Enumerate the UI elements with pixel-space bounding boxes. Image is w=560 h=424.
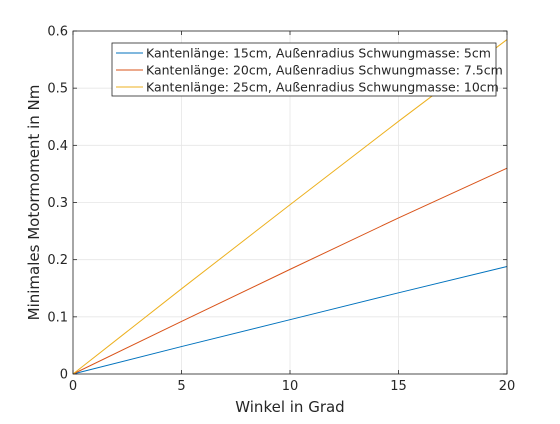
y-tick-label: 0.3: [47, 196, 68, 211]
x-axis-label: Winkel in Grad: [235, 398, 344, 416]
y-axis-label: Minimales Motormoment in Nm: [25, 85, 43, 321]
legend: Kantenlänge: 15cm, Außenradius Schwungma…: [111, 42, 503, 97]
legend-label-2: Kantenlänge: 20cm, Außenradius Schwungma…: [146, 63, 503, 78]
legend-box: [111, 42, 497, 97]
y-tick-label: 0.4: [47, 139, 68, 154]
y-tick-label: 0.5: [47, 82, 68, 97]
x-tick-label: 5: [177, 379, 185, 394]
ticks: [72, 30, 508, 375]
x-tick-label: 10: [282, 379, 299, 394]
y-tick-label: 0.1: [47, 310, 68, 325]
series-line-2: [72, 167, 508, 375]
legend-label-3: Kantenlänge: 25cm, Außenradius Schwungma…: [146, 80, 499, 95]
y-tick-label: 0.6: [47, 25, 68, 40]
y-tick-label: 0: [60, 368, 68, 383]
series-line-1: [72, 266, 508, 375]
legend-label-1: Kantenlänge: 15cm, Außenradius Schwungma…: [146, 46, 491, 61]
y-tick-label: 0.2: [47, 253, 68, 268]
tick-labels: 0 5 10 15 20 0 0.1 0.2 0.3 0.4 0.5 0.6: [47, 25, 515, 395]
x-tick-label: 15: [390, 379, 407, 394]
x-tick-label: 0: [69, 379, 77, 394]
x-tick-label: 20: [499, 379, 516, 394]
